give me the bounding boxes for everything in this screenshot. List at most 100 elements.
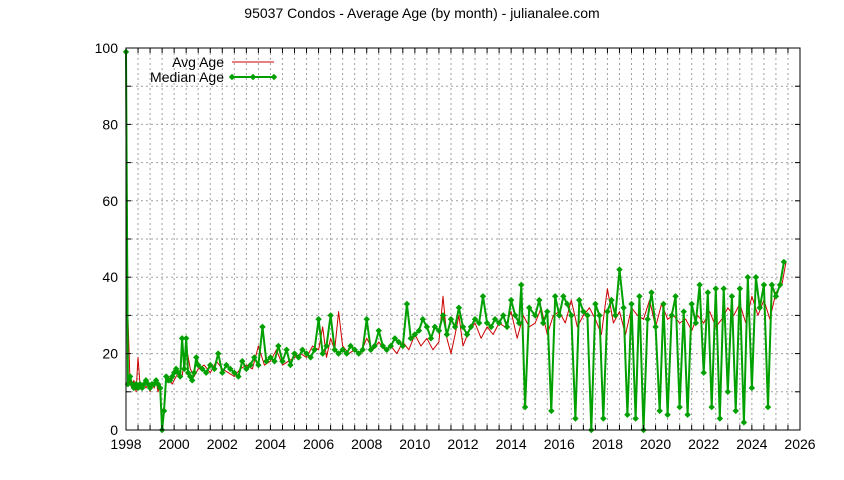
median-age-point xyxy=(311,346,318,353)
median-age-point xyxy=(160,407,168,415)
median-age-point xyxy=(423,323,431,331)
median-age-point xyxy=(379,342,387,350)
median-age-point xyxy=(780,258,788,266)
median-age-point xyxy=(616,266,623,273)
legend-label: Median Age xyxy=(150,69,224,85)
median-age-point xyxy=(152,377,160,384)
median-age-point xyxy=(419,316,427,323)
median-age-point xyxy=(756,304,764,311)
x-tick-label: 2012 xyxy=(447,436,478,452)
median-age-point xyxy=(463,331,471,338)
median-age-point xyxy=(572,415,579,422)
median-age-point xyxy=(214,350,222,357)
median-age-point xyxy=(154,380,162,388)
x-tick-label: 2016 xyxy=(544,436,575,452)
median-age-point xyxy=(515,319,523,327)
median-age-point xyxy=(182,335,190,342)
median-age-point xyxy=(521,403,529,411)
median-age-point xyxy=(359,346,366,353)
median-age-point xyxy=(532,312,539,319)
median-age-point xyxy=(720,285,727,292)
median-age-point xyxy=(724,388,731,396)
median-age-point xyxy=(319,350,326,357)
median-age-point xyxy=(188,377,196,384)
x-tick-label: 2010 xyxy=(399,436,430,452)
median-age-point xyxy=(391,335,399,342)
y-tick-label: 20 xyxy=(102,346,118,362)
median-age-point xyxy=(176,373,184,380)
median-age-point xyxy=(740,419,748,426)
median-age-point xyxy=(564,300,571,308)
chart-title: 95037 Condos - Average Age (by month) - … xyxy=(244,5,599,21)
median-age-point xyxy=(512,312,519,319)
median-age-point xyxy=(219,369,226,376)
median-age-point xyxy=(295,354,302,361)
median-age-point xyxy=(636,293,643,300)
median-age-point xyxy=(162,373,170,380)
y-tick-label: 40 xyxy=(102,269,118,285)
median-age-point xyxy=(455,304,463,311)
x-tick-label: 2014 xyxy=(496,436,527,452)
median-age-point xyxy=(170,369,178,376)
median-age-point xyxy=(764,403,772,411)
median-age-point xyxy=(375,327,382,334)
x-tick-label: 2018 xyxy=(592,436,623,452)
median-age-point xyxy=(339,346,346,353)
legend-marker xyxy=(249,73,257,81)
median-age-point xyxy=(431,323,439,331)
median-age-point xyxy=(299,346,306,353)
median-age-point xyxy=(471,316,479,323)
median-age-point xyxy=(660,300,667,308)
median-age-point xyxy=(227,365,234,373)
median-age-point xyxy=(620,304,627,311)
median-age-point xyxy=(503,323,511,331)
median-age-point xyxy=(315,316,322,323)
median-age-point xyxy=(752,273,760,281)
median-age-point xyxy=(584,312,591,319)
median-age-point xyxy=(146,384,154,392)
axis-ticks: 1998 2000 2002 2004 2006 2008 2010 2012 2014 2016… xyxy=(95,40,816,452)
median-age-point xyxy=(435,327,443,334)
median-age-point xyxy=(479,293,487,300)
median-age-point xyxy=(748,384,756,392)
median-age-point xyxy=(664,411,671,418)
median-age-point xyxy=(648,289,655,296)
median-age-point xyxy=(507,296,515,304)
median-age-point xyxy=(483,319,491,327)
y-tick-label: 100 xyxy=(95,40,119,56)
x-tick-label: 2000 xyxy=(159,436,190,452)
median-age-point xyxy=(539,319,547,327)
median-age-point xyxy=(768,281,776,289)
median-age-point xyxy=(439,312,447,319)
median-age-point xyxy=(287,361,294,369)
median-age-point xyxy=(247,361,254,369)
x-tick-label: 1998 xyxy=(110,436,141,452)
legend-marker xyxy=(270,73,278,81)
median-age-point xyxy=(568,312,575,319)
median-age-point xyxy=(140,380,148,388)
median-age-point xyxy=(395,338,402,346)
median-age-point xyxy=(447,316,455,323)
median-age-point xyxy=(525,304,533,311)
median-age-point xyxy=(181,365,188,373)
median-age-point xyxy=(327,312,334,319)
median-age-point xyxy=(427,335,435,342)
median-age-point xyxy=(688,300,695,308)
median-age-point xyxy=(443,331,451,338)
median-age-point xyxy=(267,354,274,361)
median-age-point xyxy=(451,323,459,331)
x-tick-label: 2024 xyxy=(736,436,767,452)
median-age-point xyxy=(303,350,310,357)
median-age-point xyxy=(383,346,390,353)
median-age-point xyxy=(596,312,603,319)
median-age-point xyxy=(628,300,635,308)
median-age-point xyxy=(283,346,290,353)
median-age-point xyxy=(169,373,176,380)
median-age-point xyxy=(668,312,675,319)
median-age-point xyxy=(134,384,142,392)
median-age-point xyxy=(551,293,559,300)
median-age-point xyxy=(772,293,780,300)
median-age-point xyxy=(202,369,210,376)
